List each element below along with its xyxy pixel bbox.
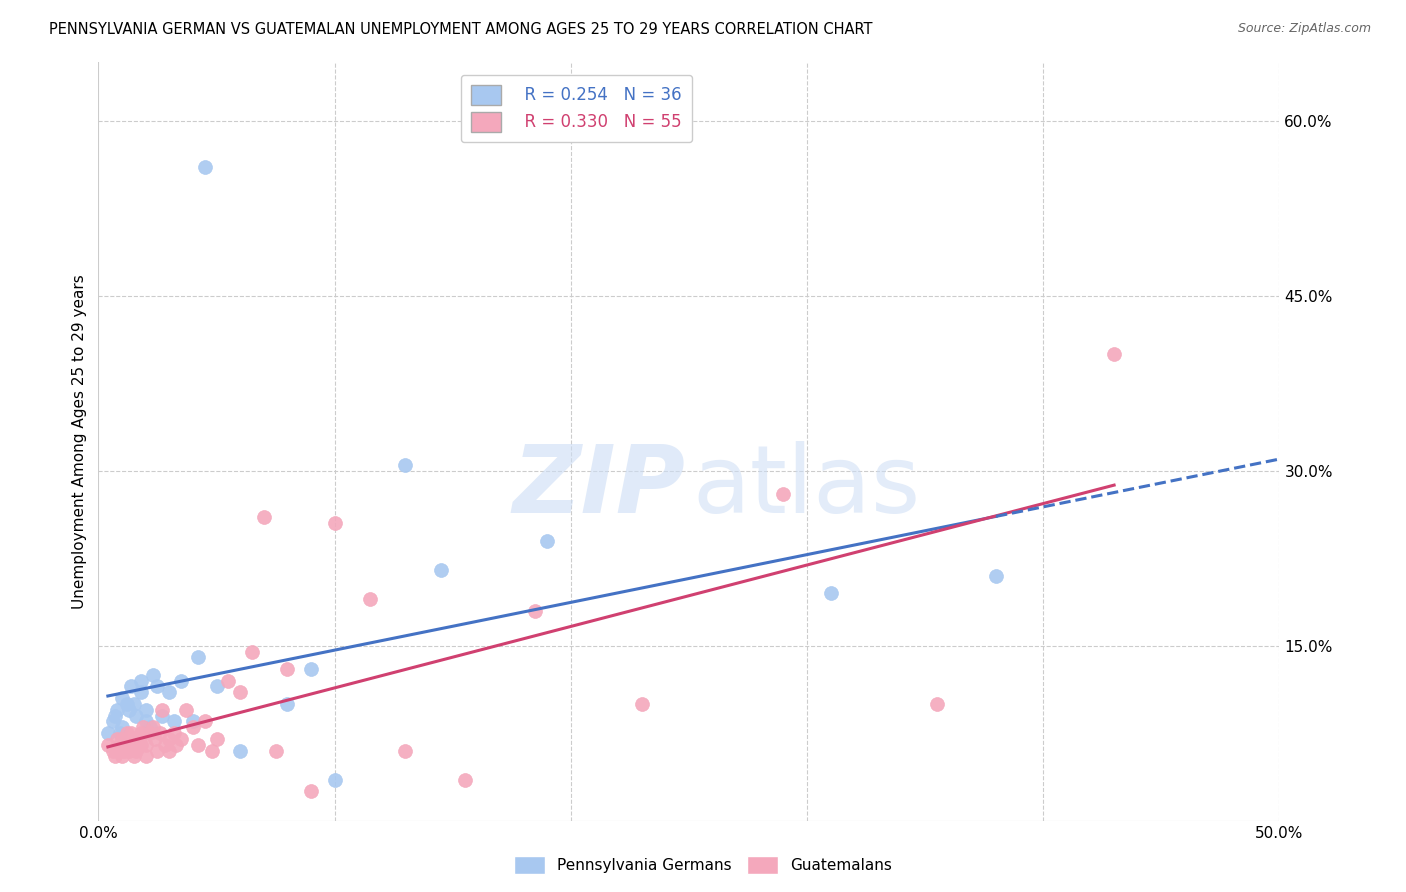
Point (97, 738, 120, 752)
Point (135, 714, 157, 729)
Point (108, 738, 131, 752)
Point (132, 720, 155, 734)
Point (150, 708, 173, 723)
Point (323, 516, 346, 531)
Point (111, 691, 134, 706)
Text: PENNSYLVANIA GERMAN VS GUATEMALAN UNEMPLOYMENT AMONG AGES 25 TO 29 YEARS CORRELA: PENNSYLVANIA GERMAN VS GUATEMALAN UNEMPL… (49, 22, 873, 37)
Point (112, 744, 135, 758)
Point (630, 697, 652, 711)
Point (174, 703, 197, 717)
Point (157, 731, 180, 746)
Legend: Pennsylvania Germans, Guatemalans: Pennsylvania Germans, Guatemalans (508, 850, 898, 880)
Point (925, 697, 948, 711)
Point (229, 685, 252, 699)
Point (170, 731, 193, 746)
Point (394, 458, 416, 472)
Point (108, 726, 131, 740)
Point (299, 662, 322, 676)
Point (142, 720, 165, 734)
Point (820, 586, 842, 600)
Point (129, 726, 152, 740)
Text: Source: ZipAtlas.com: Source: ZipAtlas.com (1237, 22, 1371, 36)
Point (205, 731, 228, 746)
Point (135, 738, 157, 752)
Point (359, 592, 381, 607)
Point (105, 731, 128, 746)
Point (118, 703, 141, 717)
Point (146, 744, 169, 758)
Point (394, 744, 416, 758)
Point (264, 744, 287, 758)
Point (181, 720, 204, 734)
Point (139, 726, 162, 740)
Point (129, 685, 152, 699)
Point (122, 738, 145, 752)
Point (217, 673, 239, 688)
Point (430, 563, 453, 577)
Point (163, 714, 186, 729)
Point (129, 738, 152, 752)
Point (122, 697, 145, 711)
Point (129, 673, 152, 688)
Point (187, 738, 209, 752)
Point (104, 708, 127, 723)
Point (187, 650, 209, 665)
Point (201, 744, 224, 758)
Point (125, 708, 148, 723)
Point (205, 680, 228, 694)
Point (276, 662, 298, 676)
Point (170, 673, 193, 688)
Point (299, 784, 322, 798)
Point (128, 731, 150, 746)
Point (524, 604, 547, 618)
Y-axis label: Unemployment Among Ages 25 to 29 years: Unemployment Among Ages 25 to 29 years (72, 274, 87, 609)
Point (153, 738, 176, 752)
Point (118, 744, 141, 758)
Point (104, 749, 127, 764)
Point (229, 744, 252, 758)
Point (149, 726, 172, 740)
Point (125, 744, 148, 758)
Text: ZIP: ZIP (513, 441, 685, 533)
Point (111, 720, 134, 734)
Point (163, 726, 186, 740)
Point (121, 726, 143, 740)
Point (135, 749, 157, 764)
Point (115, 738, 138, 752)
Point (1102, 347, 1125, 361)
Point (194, 161, 217, 175)
Point (772, 487, 794, 501)
Point (194, 714, 217, 729)
Point (143, 731, 166, 746)
Point (97, 726, 120, 740)
Point (276, 697, 298, 711)
Point (111, 731, 134, 746)
Point (122, 749, 145, 764)
Point (253, 510, 276, 524)
Point (115, 697, 138, 711)
Legend:   R = 0.254   N = 36,   R = 0.330   N = 55: R = 0.254 N = 36, R = 0.330 N = 55 (461, 75, 692, 142)
Point (240, 644, 263, 658)
Point (323, 772, 346, 787)
Point (111, 749, 134, 764)
Point (115, 726, 138, 740)
Point (165, 738, 187, 752)
Text: atlas: atlas (693, 441, 921, 533)
Point (121, 680, 143, 694)
Point (142, 668, 165, 682)
Point (150, 703, 173, 717)
Point (984, 568, 1007, 582)
Point (157, 685, 180, 699)
Point (105, 703, 128, 717)
Point (139, 720, 162, 734)
Point (536, 533, 558, 548)
Point (181, 714, 204, 729)
Point (453, 772, 475, 787)
Point (157, 744, 180, 758)
Point (101, 714, 124, 729)
Point (135, 703, 157, 717)
Point (146, 680, 169, 694)
Point (101, 744, 124, 758)
